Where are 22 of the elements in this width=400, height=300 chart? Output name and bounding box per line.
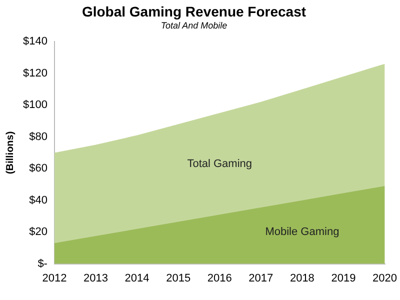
x-tick-label: 2019: [331, 272, 356, 284]
y-axis-title: (Billions): [4, 131, 16, 174]
x-tick-label: 2018: [290, 272, 314, 284]
y-tick-label: $-: [38, 258, 48, 270]
y-tick-label: $140: [22, 36, 48, 48]
series-label: Mobile Gaming: [265, 226, 340, 238]
chart-title: Global Gaming Revenue Forecast: [82, 3, 306, 20]
x-tick-label: 2016: [207, 272, 232, 284]
x-tick-label: 2014: [124, 272, 150, 284]
x-tick-label: 2015: [166, 272, 191, 284]
y-tick-label: $80: [29, 130, 48, 143]
x-tick-label: 2013: [84, 272, 108, 284]
series-label: Total Gaming: [187, 158, 252, 170]
chart-subtitle: Total And Mobile: [160, 20, 228, 31]
y-tick-label: $20: [29, 226, 48, 238]
x-tick-label: 2020: [372, 272, 398, 284]
y-tick-label: $100: [22, 99, 48, 112]
y-tick-label: $120: [22, 67, 48, 80]
x-tick-label: 2017: [248, 272, 274, 284]
y-tick-label: $60: [29, 162, 48, 175]
y-tick-label: $40: [29, 194, 48, 206]
x-tick-label: 2012: [42, 272, 67, 284]
